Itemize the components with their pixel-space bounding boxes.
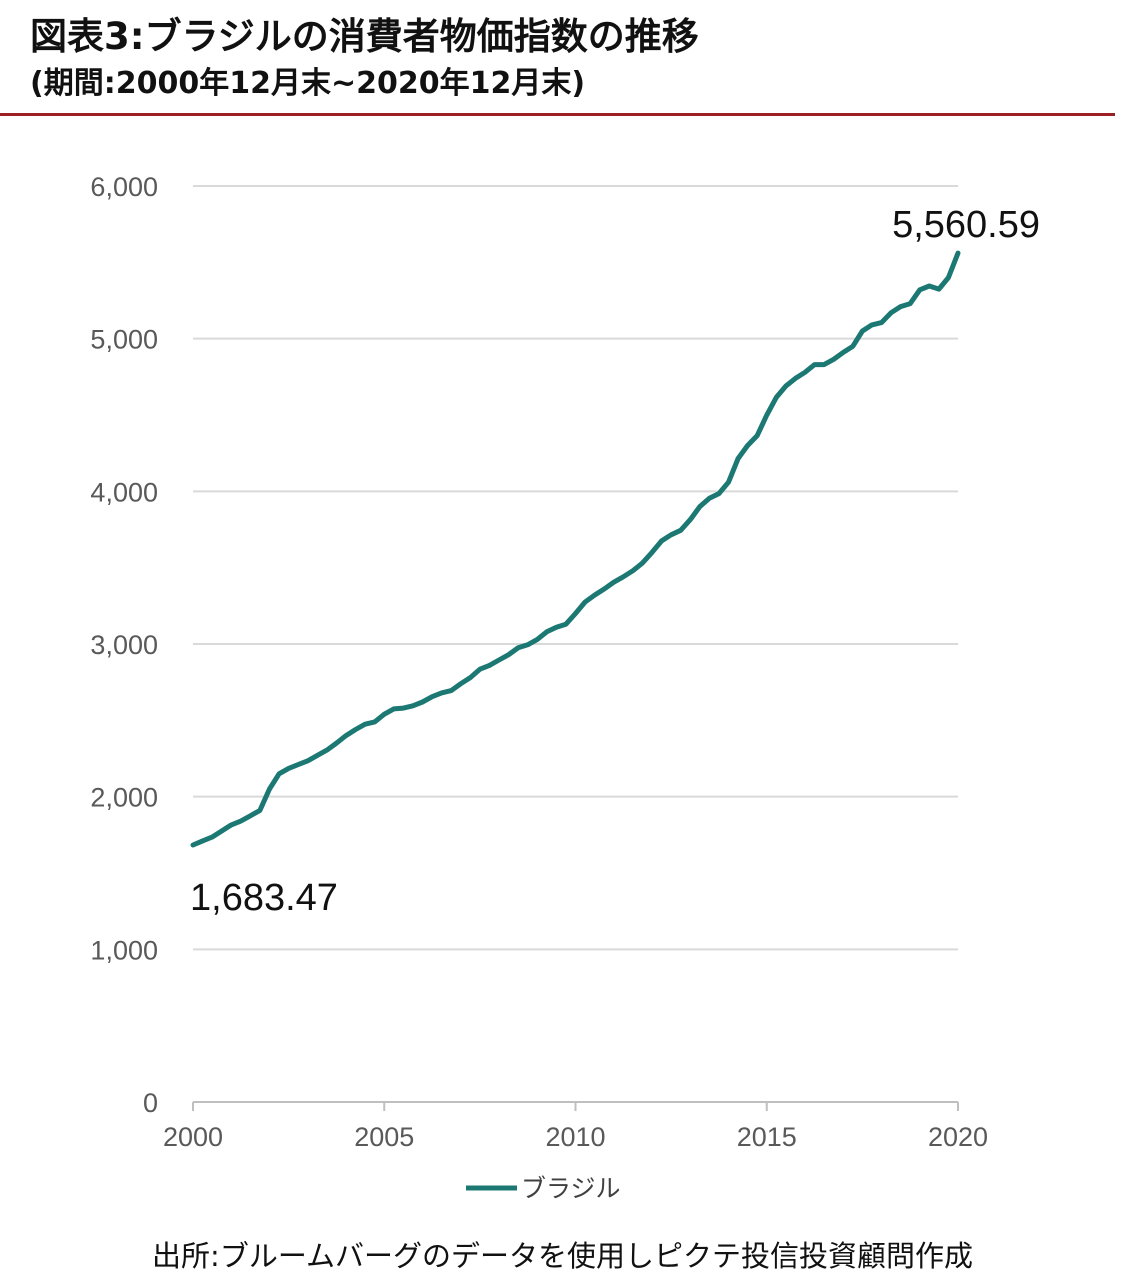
chart-subtitle: (期間:2000年12月末~2020年12月末) [30, 66, 586, 101]
y-tick-label: 0 [143, 1088, 158, 1118]
data-label-1: 5,560.59 [892, 204, 1040, 246]
y-tick-label: 3,000 [90, 630, 158, 660]
header-divider [0, 113, 1115, 116]
y-tick-label: 6,000 [90, 172, 158, 202]
source-note: 出所:ブルームバーグのデータを使用しピクテ投信投資顧問作成 [152, 1239, 973, 1273]
x-tick-label: 2005 [354, 1122, 414, 1152]
x-axis [192, 1101, 959, 1111]
series-line-0 [190, 250, 961, 848]
x-tick-label: 2000 [163, 1122, 223, 1152]
data-annotations: 1,683.47 5,560.59 [190, 204, 1040, 919]
chart-title: 図表3:ブラジルの消費者物価指数の推移 [30, 15, 699, 58]
legend-label: ブラジル [521, 1174, 621, 1203]
x-axis-tick-labels: 2000 2005 2010 2015 2020 [163, 1122, 988, 1152]
y-tick-label: 1,000 [90, 935, 158, 965]
x-tick-label: 2015 [737, 1122, 797, 1152]
y-axis-tick-labels: 0 1,000 2,000 3,000 4,000 5,000 6,000 [90, 172, 158, 1118]
data-label-0: 1,683.47 [190, 877, 338, 919]
series-lines [190, 250, 961, 848]
y-tick-label: 2,000 [90, 783, 158, 813]
y-tick-label: 5,000 [90, 325, 158, 355]
legend: ブラジル [466, 1174, 621, 1203]
gridlines [193, 185, 958, 951]
x-tick-label: 2020 [928, 1122, 988, 1152]
cpi-line-chart: 0 1,000 2,000 3,000 4,000 5,000 6,000 2000 2005… [90, 172, 1040, 1203]
y-tick-label: 4,000 [90, 477, 158, 507]
x-tick-label: 2010 [545, 1122, 605, 1152]
